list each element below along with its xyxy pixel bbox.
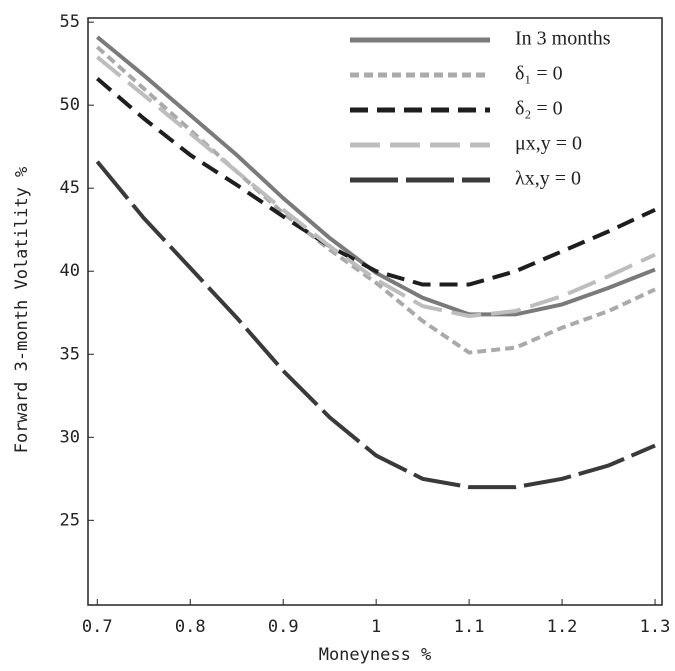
plot-frame — [87, 17, 663, 606]
x-axis-label: Moneyness % — [319, 645, 432, 665]
y-tick-label: 25 — [60, 510, 80, 530]
y-tick-label: 35 — [60, 344, 80, 364]
legend-label: In 3 months — [515, 28, 611, 50]
y-tick-label: 50 — [60, 95, 80, 115]
x-tick-label: 1.2 — [547, 617, 578, 637]
legend-label: δ₁ = 0 — [515, 63, 563, 85]
x-tick-label: 1.1 — [454, 617, 485, 637]
legend-label: δ₂ = 0 — [515, 98, 563, 120]
x-tick-label: 1.3 — [640, 617, 671, 637]
legend-label: μx,y = 0 — [515, 133, 582, 155]
y-tick-label: 45 — [60, 178, 80, 198]
series-line — [95, 45, 656, 355]
x-tick-label: 0.8 — [175, 617, 206, 637]
y-tick-label: 30 — [60, 427, 80, 447]
x-tick-label: 0.7 — [82, 617, 113, 637]
y-tick-label: 55 — [60, 12, 80, 32]
x-tick-label: 0.9 — [268, 617, 299, 637]
series-line — [95, 160, 656, 490]
legend-label: λx,y = 0 — [515, 168, 581, 190]
y-tick-label: 40 — [60, 261, 80, 281]
x-tick-label: 1 — [371, 617, 381, 637]
series-line — [96, 55, 656, 319]
series-line — [95, 77, 656, 287]
y-axis-label: Forward 3-month Volatility % — [12, 167, 32, 454]
